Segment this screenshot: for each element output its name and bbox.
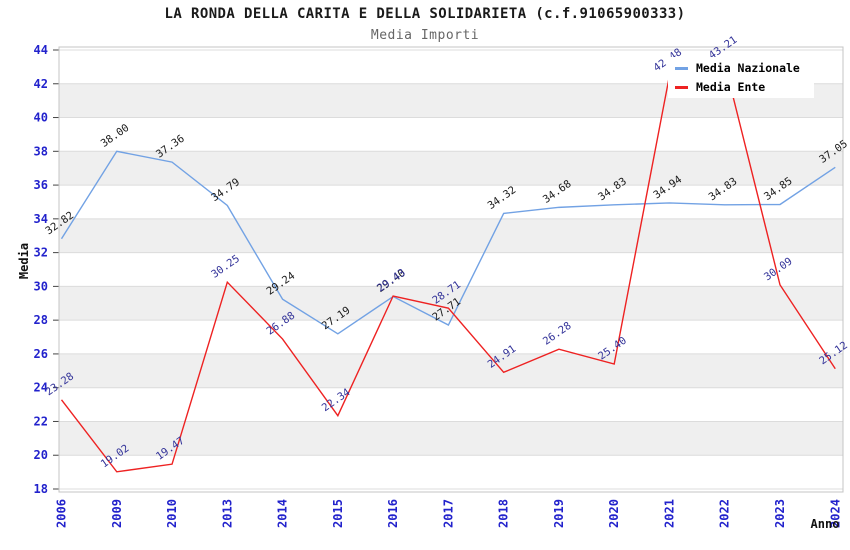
y-tick-label: 44	[34, 43, 48, 57]
x-tick-label: 2018	[497, 499, 511, 528]
x-tick-label: 2006	[55, 499, 69, 528]
plot-band	[59, 218, 843, 253]
x-tick-label: 2014	[276, 499, 290, 528]
plot-border	[58, 46, 844, 493]
line-swatch-blue	[675, 66, 688, 70]
x-axis-title: Anno	[811, 517, 840, 531]
data-label: 34.32	[486, 184, 519, 212]
x-tick-label: 2020	[607, 499, 621, 528]
legend-item-media-ente: Media Ente	[668, 80, 814, 95]
legend: Media Nazionale Media Ente	[668, 57, 814, 98]
x-tick-label: 2017	[441, 499, 455, 528]
y-tick-label: 34	[34, 212, 48, 226]
x-tick-label: 2010	[165, 499, 179, 528]
x-tick-label: 2009	[110, 499, 124, 528]
y-tick-label: 18	[34, 482, 48, 496]
y-tick-label: 26	[34, 347, 48, 361]
legend-item-media-nazionale: Media Nazionale	[668, 61, 814, 76]
plot-band	[59, 353, 843, 388]
x-tick-label: 2015	[331, 499, 345, 528]
y-tick-label: 22	[34, 414, 48, 428]
series-line-media-nazionale	[60, 150, 836, 335]
y-tick-label: 40	[34, 111, 48, 125]
y-tick-label: 28	[34, 313, 48, 327]
line-swatch-red	[675, 85, 688, 89]
x-tick-label: 2022	[718, 499, 732, 528]
y-tick-label: 38	[34, 144, 48, 158]
y-tick-label: 36	[34, 178, 48, 192]
y-tick-label: 42	[34, 77, 48, 91]
chart-subtitle: Media Importi	[370, 28, 480, 43]
x-tick-label: 2016	[386, 499, 400, 528]
data-label: 22.34	[320, 386, 353, 414]
x-tick-label: 2019	[552, 499, 566, 528]
y-axis-title: Media	[17, 243, 31, 279]
series-line-media-ente	[60, 62, 836, 473]
legend-label: Media Nazionale	[696, 61, 800, 75]
plot-band	[59, 286, 843, 321]
data-label: 30.25	[209, 253, 242, 281]
plot-band	[59, 421, 843, 456]
y-tick-label: 30	[34, 279, 48, 293]
y-tick-label: 20	[34, 448, 48, 462]
chart-title: LA RONDA DELLA CARITA E DELLA SOLIDARIET…	[164, 6, 686, 22]
y-tick-label: 24	[34, 381, 48, 395]
plot-band	[59, 151, 843, 186]
data-label: 26.28	[541, 320, 574, 348]
x-tick-label: 2024	[828, 499, 842, 528]
data-label: 38.00	[99, 122, 132, 150]
x-tick-label: 2013	[220, 499, 234, 528]
y-tick-label: 32	[34, 246, 48, 260]
x-tick-label: 2023	[773, 499, 787, 528]
legend-label: Media Ente	[696, 80, 766, 94]
x-tick-label: 2021	[662, 499, 676, 528]
